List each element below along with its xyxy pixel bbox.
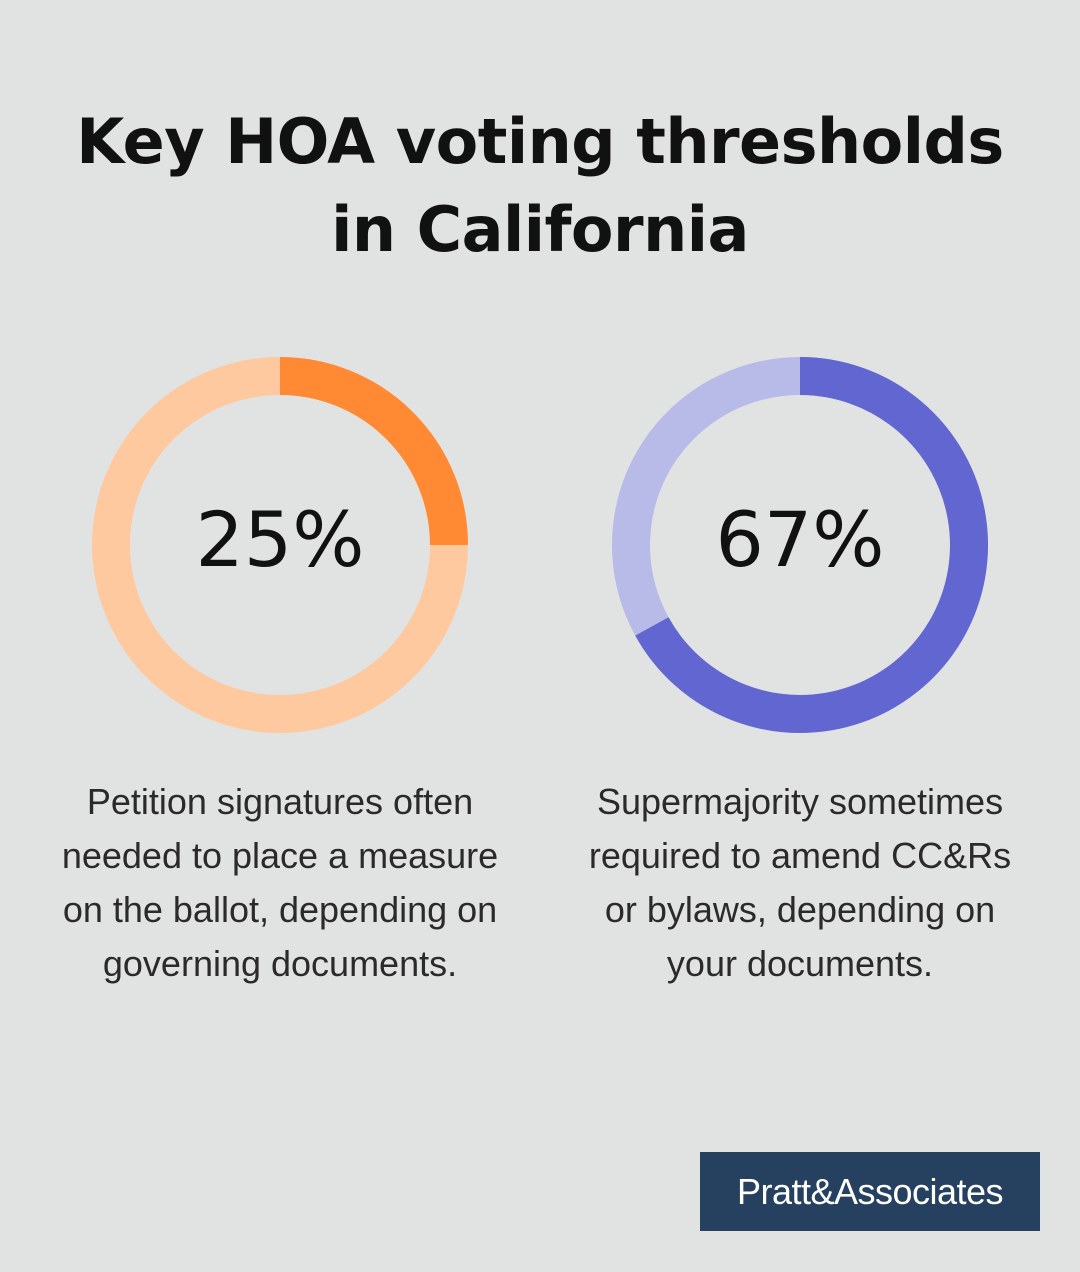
stat-card-supermajority: 67% Supermajority sometimes required to … xyxy=(570,350,1030,1050)
title-line-1: Key HOA voting thresholds xyxy=(76,105,1004,178)
stat-card-petition: 25% Petition signatures often needed to … xyxy=(50,350,510,1050)
logo-text: Pratt&Associates xyxy=(736,1170,1004,1212)
stat-value-supermajority: 67% xyxy=(715,495,885,584)
pratt-associates-logo: Pratt&Associates xyxy=(700,1152,1040,1231)
stat-description-petition: Petition signatures often needed to plac… xyxy=(61,781,499,984)
donut-arc-supermajority xyxy=(635,357,988,733)
stat-description-supermajority: Supermajority sometimes required to amen… xyxy=(588,781,1012,984)
page-title: Key HOA voting thresholds in California xyxy=(0,98,1080,274)
donut-arc-petition xyxy=(279,357,468,546)
donut-chart-petition xyxy=(92,357,468,733)
title-line-2: in California xyxy=(331,193,749,266)
donut-chart-supermajority xyxy=(612,357,988,733)
stat-value-petition: 25% xyxy=(195,495,365,584)
